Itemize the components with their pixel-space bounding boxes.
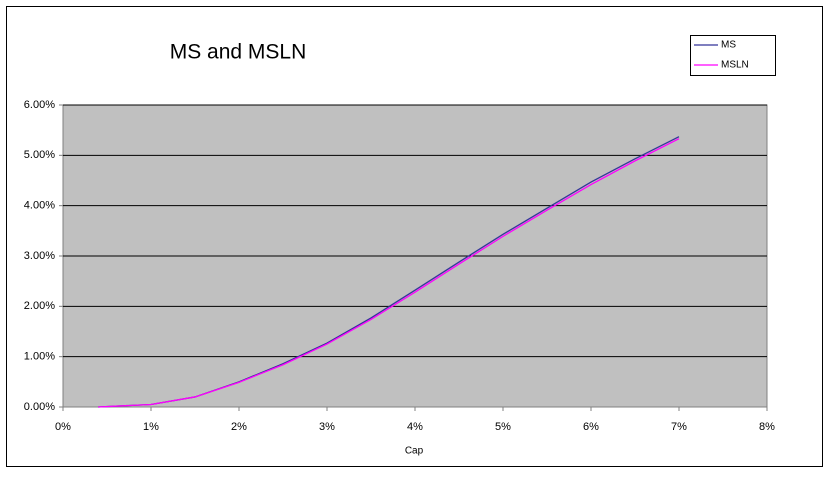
x-tick-label: 4% bbox=[407, 421, 423, 433]
x-tick-label: 5% bbox=[495, 421, 511, 433]
x-tick-label: 6% bbox=[583, 421, 599, 433]
y-tick-label: 3.00% bbox=[24, 250, 55, 262]
y-tick-label: 5.00% bbox=[24, 149, 55, 161]
x-axis-label: Cap bbox=[405, 446, 424, 457]
x-tick-label: 0% bbox=[55, 421, 71, 433]
y-tick-label: 6.00% bbox=[24, 99, 55, 111]
y-tick-label: 1.00% bbox=[24, 351, 55, 363]
x-tick-label: 2% bbox=[231, 421, 247, 433]
legend-label: MSLN bbox=[721, 60, 749, 71]
series-line bbox=[98, 138, 680, 408]
y-tick-label: 4.00% bbox=[24, 200, 55, 212]
legend-label: MS bbox=[721, 40, 736, 51]
y-tick-label: 2.00% bbox=[24, 300, 55, 312]
x-tick-label: 8% bbox=[759, 421, 775, 433]
x-tick-label: 3% bbox=[319, 421, 335, 433]
chart-title: MS and MSLN bbox=[170, 41, 307, 64]
x-tick-label: 7% bbox=[671, 421, 687, 433]
x-tick-label: 1% bbox=[143, 421, 159, 433]
y-tick-label: 0.00% bbox=[24, 401, 55, 413]
legend bbox=[690, 35, 776, 76]
